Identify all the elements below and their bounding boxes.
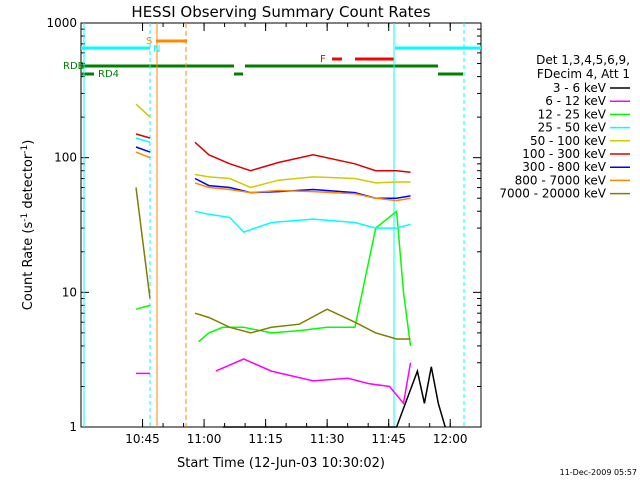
chart-title: HESSI Observing Summary Count Rates bbox=[131, 3, 430, 21]
footer-timestamp: 11-Dec-2009 05:57 bbox=[560, 468, 637, 477]
y-tick-label: 1 bbox=[69, 420, 77, 434]
flare-label: F bbox=[320, 54, 326, 65]
legend-entry-label: 300 - 800 keV bbox=[522, 160, 606, 174]
series-line bbox=[135, 304, 151, 310]
legend-entry-label: 25 - 50 keV bbox=[538, 121, 607, 135]
data-series bbox=[135, 103, 446, 428]
x-tick-label: 11:00 bbox=[187, 432, 222, 446]
x-axis-label: Start Time (12-Jun-03 10:30:02) bbox=[177, 456, 385, 471]
legend-entry-label: 50 - 100 keV bbox=[530, 134, 607, 148]
series-line bbox=[135, 103, 151, 118]
series-line bbox=[194, 173, 411, 189]
series-line bbox=[194, 141, 411, 173]
y-axis-label: Count Rate (s-1 detector-1) bbox=[20, 140, 36, 311]
series-line bbox=[194, 182, 411, 202]
legend-header-2: FDecim 4, Att 1 bbox=[537, 67, 630, 81]
x-tick-label: 11:15 bbox=[248, 432, 283, 446]
x-tick-label: 12:00 bbox=[433, 432, 468, 446]
legend-entry-label: 6 - 12 keV bbox=[545, 94, 607, 108]
series-line bbox=[215, 358, 412, 406]
y-tick-label: 100 bbox=[54, 151, 77, 165]
series-line bbox=[222, 366, 446, 428]
status-flags: RDB RD4 SN F bbox=[63, 23, 481, 427]
legend-entry-label: 800 - 7000 keV bbox=[515, 173, 607, 187]
series-line bbox=[135, 137, 151, 144]
rdb-label: RDB bbox=[63, 61, 85, 72]
legend: Det 1,3,4,5,6,9, FDecim 4, Att 1 3 - 6 k… bbox=[499, 53, 630, 201]
x-tick-label: 10:45 bbox=[125, 432, 160, 446]
legend-entry-label: 12 - 25 keV bbox=[538, 107, 607, 121]
saa-label: S bbox=[146, 36, 152, 47]
axis-ticks: 10:45 11:00 11:15 11:30 11:45 12:00 1 10 100 1000 bbox=[46, 16, 481, 446]
series-line bbox=[194, 308, 411, 340]
y-tick-label: 1000 bbox=[46, 16, 77, 30]
series-line bbox=[194, 210, 411, 233]
night-label: N bbox=[153, 44, 160, 55]
series-line bbox=[135, 146, 151, 153]
x-tick-label: 11:30 bbox=[310, 432, 345, 446]
legend-entry-label: 3 - 6 keV bbox=[553, 81, 607, 95]
rd4-label: RD4 bbox=[98, 69, 119, 80]
series-line bbox=[198, 209, 412, 346]
legend-header-1: Det 1,3,4,5,6,9, bbox=[536, 53, 630, 67]
y-tick-label: 10 bbox=[62, 285, 77, 299]
series-line bbox=[135, 151, 151, 159]
legend-entry-label: 100 - 300 keV bbox=[522, 147, 606, 161]
legend-entry-label: 7000 - 20000 keV bbox=[499, 187, 606, 201]
series-line bbox=[135, 133, 151, 139]
x-tick-label: 11:45 bbox=[371, 432, 406, 446]
series-line bbox=[194, 177, 411, 199]
series-line bbox=[135, 187, 151, 299]
